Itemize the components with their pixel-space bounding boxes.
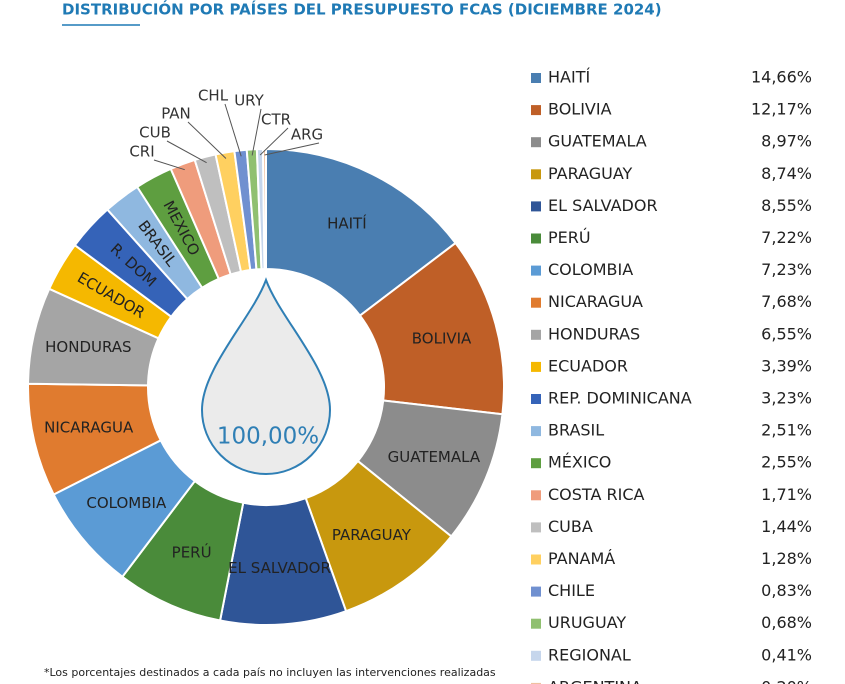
outer-label: URY xyxy=(234,92,264,110)
slice-label: HAITÍ xyxy=(327,213,367,232)
legend-label: URUGUAY xyxy=(548,613,626,632)
outer-label: ARG xyxy=(291,126,323,144)
legend-label: GUATEMALA xyxy=(548,132,647,151)
legend-swatch xyxy=(531,682,541,684)
legend-swatch xyxy=(531,490,541,501)
leader-line xyxy=(166,140,207,164)
legend-value: 14,66% xyxy=(751,68,812,87)
legend-swatch xyxy=(531,233,541,244)
legend-label: COSTA RICA xyxy=(548,485,644,504)
legend-value: 7,23% xyxy=(761,260,812,279)
leader-line xyxy=(153,159,185,171)
legend-swatch xyxy=(531,265,541,276)
legend-swatch xyxy=(531,361,541,372)
slice-label: PERÚ xyxy=(172,543,212,562)
slice-label: PARAGUAY xyxy=(332,526,412,544)
legend-swatch xyxy=(531,394,541,404)
legend-value: 0,41% xyxy=(761,645,812,664)
legend-label: CHILE xyxy=(548,581,595,600)
legend-value: 3,23% xyxy=(761,389,812,408)
legend-label: HAITÍ xyxy=(548,68,590,87)
legend-value: 1,44% xyxy=(761,517,812,536)
legend-label: PARAGUAY xyxy=(548,164,633,183)
leader-line xyxy=(264,142,320,156)
footnote: *Los porcentajes destinados a cada país … xyxy=(44,666,496,679)
legend-label: HONDURAS xyxy=(548,324,640,343)
legend-value: 3,39% xyxy=(761,356,812,375)
legend-value: 8,55% xyxy=(761,196,812,215)
legend-label: MÉXICO xyxy=(548,453,611,472)
legend-swatch xyxy=(531,169,541,180)
slice xyxy=(265,147,457,318)
legend-swatch xyxy=(531,105,541,116)
legend-label: EL SALVADOR xyxy=(548,196,658,215)
slice-label: GUATEMALA xyxy=(388,448,481,466)
legend-swatch xyxy=(531,329,541,340)
legend-value: 1,71% xyxy=(761,485,812,504)
legend-label: REGIONAL xyxy=(548,645,631,664)
legend-swatch xyxy=(531,73,541,83)
legend-label: COLOMBIA xyxy=(548,260,633,279)
legend-swatch xyxy=(531,426,541,437)
legend-swatch xyxy=(531,297,541,308)
legend-value: 8,74% xyxy=(761,164,812,183)
legend-swatch xyxy=(531,201,541,212)
drop-icon xyxy=(200,277,332,475)
legend-value: 7,68% xyxy=(761,292,812,311)
legend-swatch xyxy=(531,522,541,533)
outer-label: CUB xyxy=(139,124,171,142)
legend-value: 1,28% xyxy=(761,549,812,568)
legend-value: 12,17% xyxy=(751,100,812,119)
leader-line xyxy=(187,121,227,159)
legend-label: ARGENTINA xyxy=(548,677,642,684)
slice xyxy=(358,241,505,416)
legend-label: ECUADOR xyxy=(548,356,628,375)
legend-value: 0,68% xyxy=(761,613,812,632)
legend-label: BOLIVIA xyxy=(548,100,612,119)
legend-swatch xyxy=(531,650,541,661)
slice-label: COLOMBIA xyxy=(86,494,167,512)
legend-value: 0,20% xyxy=(761,677,812,684)
slice-label: HONDURAS xyxy=(45,338,131,356)
legend-value: 6,55% xyxy=(761,324,812,343)
slice-label: NICARAGUA xyxy=(44,419,134,437)
legend-label: PANAMÁ xyxy=(548,549,615,568)
legend-value: 0,83% xyxy=(761,581,812,600)
legend-value: 8,97% xyxy=(761,132,812,151)
legend-swatch xyxy=(531,618,541,629)
donut xyxy=(27,147,505,626)
leader-line xyxy=(224,103,242,157)
outer-label: CTR xyxy=(261,111,291,129)
outer-label: CHL xyxy=(198,87,229,105)
legend-swatch xyxy=(531,458,541,469)
leader-line xyxy=(251,108,262,156)
legend-value: 7,22% xyxy=(761,228,812,247)
slice-label: BOLIVIA xyxy=(412,329,472,347)
legend-label: BRASIL xyxy=(548,421,604,440)
legend-swatch xyxy=(531,586,541,597)
leader-line xyxy=(259,127,289,156)
legend-label: REP. DOMINICANA xyxy=(548,389,692,408)
center-label: 100,00% xyxy=(217,424,319,450)
legend-value: 2,51% xyxy=(761,421,812,440)
legend-label: PERÚ xyxy=(548,228,591,247)
outer-label: PAN xyxy=(161,105,191,123)
legend-value: 2,55% xyxy=(761,453,812,472)
slice-label: EL SALVADOR xyxy=(228,559,331,577)
legend-label: NICARAGUA xyxy=(548,292,643,311)
legend-swatch xyxy=(531,137,541,148)
legend-swatch xyxy=(531,554,541,565)
slice xyxy=(261,147,267,271)
outer-label: CRI xyxy=(129,143,154,161)
chart-title: DISTRIBUCIÓN POR PAÍSES DEL PRESUPUESTO … xyxy=(62,0,662,19)
legend-label: CUBA xyxy=(548,517,593,536)
